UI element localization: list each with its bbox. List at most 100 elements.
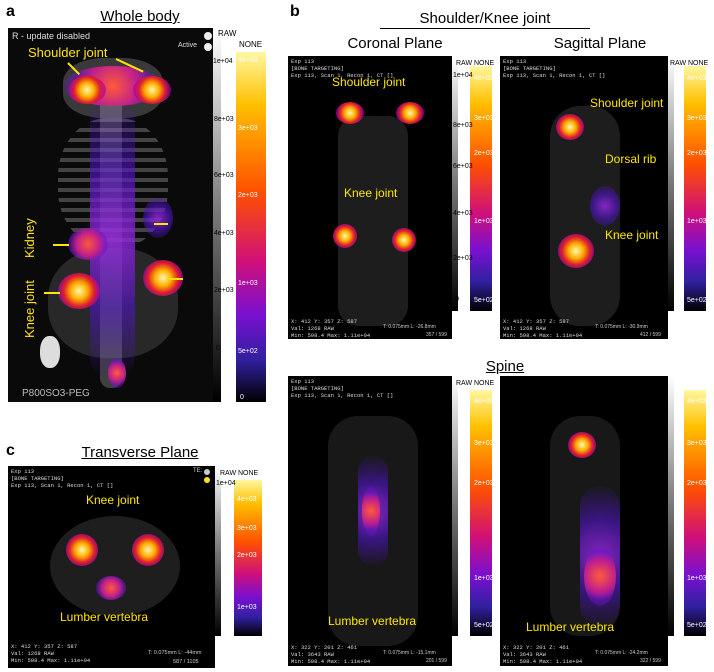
sagittal-label-rib: Dorsal rib [605, 152, 657, 166]
spine-r-color-tick-0: 4e+03 [687, 398, 707, 405]
colorbar-gray-coronal [452, 56, 458, 311]
label-knee-joint: Knee joint [22, 280, 37, 338]
a-gray-tick-2: 6e+03 [214, 172, 234, 179]
colorbar-gray-trans [215, 466, 221, 636]
coronal-raw: RAW [456, 60, 473, 67]
whole-body-image[interactable]: R - update disabled Active Shoulder join… [8, 28, 213, 402]
colorbar-color-sagittal [684, 66, 706, 311]
coronal-color-tick-2: 2e+03 [474, 150, 494, 157]
sagittal-slice: T: 0.075mm L: -30.9mm [595, 324, 648, 330]
update-toggle-icon[interactable] [204, 32, 212, 40]
colorbar-none-label-a: NONE [239, 40, 263, 49]
colorbar-gray-spine-r [668, 376, 674, 636]
spine-title: Spine [485, 358, 525, 375]
coronal-viewer[interactable]: Exp 113 [BONE TARGETING] Exp 113, Scan 1… [288, 56, 452, 339]
spine-r-color-tick-4: 5e+02 [687, 622, 707, 629]
spine-left-coords: X: 322 Y: 201 Z: 461 Val: 3643 RAW Min: … [291, 644, 371, 665]
te-toggle-icon[interactable] [204, 469, 210, 475]
trans-color-tick-3: 1e+03 [237, 604, 257, 611]
colorbar-color-coronal [470, 66, 492, 311]
active-indicator-icon[interactable] [204, 477, 210, 483]
spine-left-label: Lumber vertebra [328, 614, 417, 628]
a-color-tick-3: 1e+03 [238, 280, 258, 287]
a-gray-tick-5: 0 [216, 345, 220, 352]
spine-viewer-right[interactable]: Lumber vertebra X: 322 Y: 201 Z: 461 Val… [500, 376, 668, 666]
transverse-viewer[interactable]: Exp 113 [BONE TARGETING] Exp 113, Scan 1… [8, 466, 215, 668]
colorbar-color-spine-r [684, 390, 706, 636]
viewer-header-spine-l: Exp 113 [BONE TARGETING] Exp 113, Scan 1… [291, 378, 394, 399]
viewer-header: Exp 113 [BONE TARGETING] Exp 113, Scan 1… [291, 58, 394, 79]
a-color-tick-5: 0 [240, 394, 244, 401]
spine-right-coords: X: 322 Y: 201 Z: 461 Val: 3643 RAW Min: … [503, 644, 583, 665]
colorbar-gray-spine-l [452, 376, 458, 636]
trans-frame: 587 / 1105 [173, 659, 199, 665]
coronal-coords: X: 412 Y: 357 Z: 587 Val: 1268 RAW Min: … [291, 318, 371, 339]
spine-l-none: NONE [474, 380, 495, 387]
coronal-slice: T: 0.075mm L: -26.8mm [383, 324, 436, 330]
viewer-header-trans: Exp 113 [BONE TARGETING] Exp 113, Scan 1… [11, 468, 114, 489]
a-color-tick-1: 3e+03 [238, 125, 258, 132]
a-color-tick-2: 2e+03 [238, 192, 258, 199]
spine-r-color-tick-2: 2e+03 [687, 480, 707, 487]
spine-right-frame: 322 / 599 [640, 658, 661, 664]
trans-raw: RAW [220, 470, 237, 477]
arrow-knee-right [169, 278, 183, 280]
coronal-label-knee: Knee joint [344, 186, 398, 200]
trans-color-tick-0: 4e+03 [237, 496, 257, 503]
label-kidney: Kidney [22, 218, 37, 258]
spine-left-frame: 201 / 599 [426, 658, 447, 664]
panel-b-title: Shoulder/Knee joint [419, 10, 551, 27]
colorbar-gray-sagittal [668, 56, 674, 311]
spine-l-raw: RAW [456, 380, 473, 387]
arrow-knee-left [44, 292, 60, 294]
sagittal-label-shoulder: Shoulder joint [590, 96, 664, 110]
colorbar-gray-a [213, 28, 221, 402]
coronal-gray-tick-4: 2e+03 [453, 255, 473, 262]
a-gray-tick-4: 2e+03 [214, 287, 234, 294]
coronal-gray-tick-1: 8e+03 [453, 122, 473, 129]
panel-c-title: Transverse Plane [81, 444, 199, 461]
title-underline [380, 28, 590, 29]
trans-gray-tick-0: 1e+04 [216, 480, 236, 487]
colorbar-color-spine-l [470, 390, 492, 636]
te-label: TE: [193, 468, 203, 474]
spine-r-color-tick-3: 1e+03 [687, 575, 707, 582]
spine-right-label: Lumber vertebra [526, 620, 615, 634]
coronal-color-tick-1: 3e+03 [474, 115, 494, 122]
coronal-plane-title: Coronal Plane [347, 35, 443, 52]
sagittal-coords: X: 412 Y: 357 Z: 587 Val: 1268 RAW Min: … [503, 318, 583, 339]
panel-b-letter: b [290, 3, 300, 20]
a-gray-tick-3: 4e+03 [214, 230, 234, 237]
coronal-gray-tick-0: 1e+04 [453, 72, 473, 79]
trans-slice: T: 0.075mm L: -44mm [148, 650, 202, 656]
sagittal-label-knee: Knee joint [605, 228, 659, 242]
coronal-color-tick-0: 4e+03 [474, 75, 494, 82]
probe-label: P800SO3-PEG [22, 388, 90, 399]
coronal-frame: 357 / 599 [426, 332, 447, 338]
trans-label-knee: Knee joint [86, 493, 140, 507]
spine-l-color-tick-4: 5e+02 [474, 622, 494, 629]
sagittal-frame: 412 / 599 [640, 332, 661, 338]
spine-l-color-tick-0: 4e+03 [474, 398, 494, 405]
sagittal-viewer[interactable]: Exp 113 [BONE TARGETING] Exp 113, Scan 1… [500, 56, 668, 339]
sagittal-color-tick-4: 5e+02 [687, 297, 707, 304]
coronal-none: NONE [474, 60, 495, 67]
mouse-icon [40, 336, 60, 368]
trans-label-vertebra: Lumber vertebra [60, 610, 149, 624]
coronal-gray-tick-5: 0 [455, 296, 459, 303]
spine-left-slice: T: 0.075mm L: -15.1mm [383, 650, 436, 656]
sagittal-plane-title: Sagittal Plane [553, 35, 647, 52]
a-color-tick-4: 5e+02 [238, 348, 258, 355]
trans-color-tick-2: 2e+03 [237, 552, 257, 559]
active-toggle-icon[interactable] [204, 43, 212, 51]
spine-l-color-tick-2: 2e+03 [474, 480, 494, 487]
coronal-color-tick-3: 1e+03 [474, 218, 494, 225]
trans-none: NONE [238, 470, 259, 477]
a-gray-tick-1: 8e+03 [214, 116, 234, 123]
sagittal-color-tick-2: 2e+03 [687, 150, 707, 157]
spine-viewer-left[interactable]: Exp 113 [BONE TARGETING] Exp 113, Scan 1… [288, 376, 452, 666]
label-shoulder-joint: Shoulder joint [28, 45, 108, 60]
sagittal-none: NONE [688, 60, 709, 67]
trans-coords: X: 412 Y: 357 Z: 587 Val: 1268 RAW Min: … [11, 643, 91, 664]
coronal-gray-tick-2: 6e+03 [453, 163, 473, 170]
